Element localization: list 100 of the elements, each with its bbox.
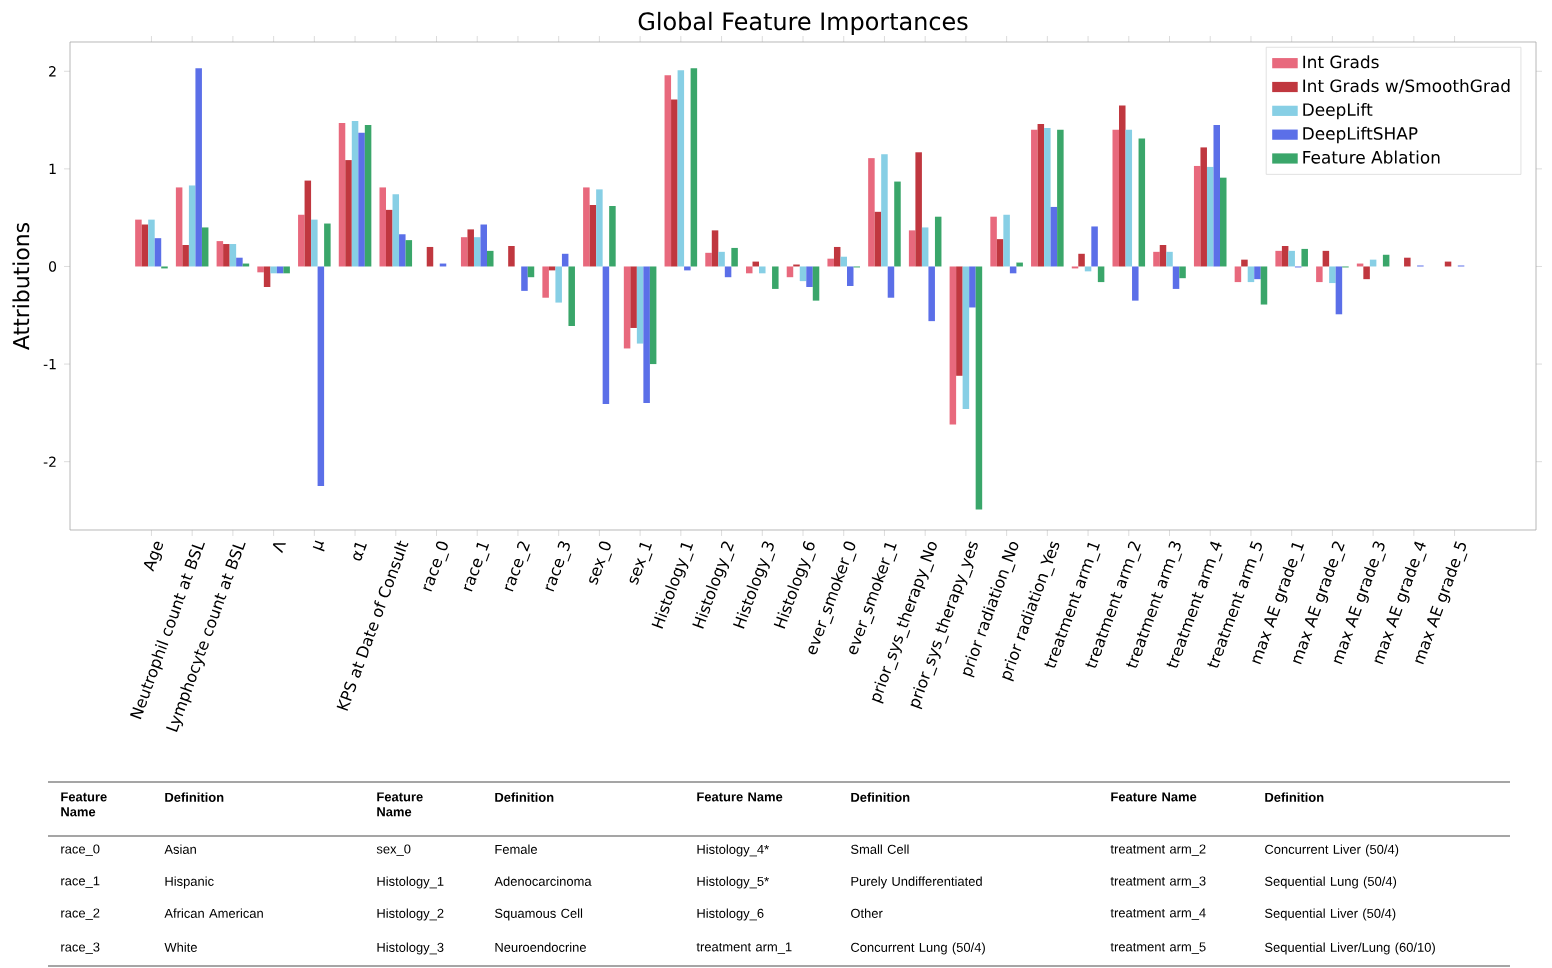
bar (833, 246, 841, 267)
legend-label: Feature Ablation (1303, 150, 1440, 164)
bar (602, 266, 610, 405)
bar (1057, 129, 1064, 267)
bar (154, 238, 162, 267)
bar (473, 237, 481, 267)
bar (812, 266, 820, 301)
bar (1037, 123, 1045, 267)
bar (1097, 266, 1105, 283)
bar (894, 181, 901, 267)
bar (690, 68, 698, 267)
bar (521, 266, 528, 291)
bar (1172, 266, 1180, 289)
bar (874, 211, 882, 267)
bar (949, 266, 957, 425)
bar (399, 234, 406, 267)
bar (1275, 250, 1282, 267)
legend-label: Int Grads w/SmoothGrad (1303, 79, 1510, 94)
bar (555, 266, 562, 303)
bar (338, 123, 346, 267)
bar (868, 158, 875, 267)
bar (718, 251, 725, 267)
bar (1200, 147, 1207, 267)
bar (1091, 226, 1098, 267)
bar (630, 266, 637, 328)
bar (1044, 127, 1051, 267)
bar (996, 239, 1004, 267)
bar (711, 230, 719, 267)
bar (1153, 251, 1160, 267)
bar (705, 252, 712, 267)
bar (216, 241, 224, 267)
bar (426, 246, 434, 267)
bar (1220, 177, 1227, 267)
bar (1009, 266, 1017, 274)
bar (1260, 266, 1268, 305)
bar (1281, 245, 1289, 267)
bar (915, 152, 922, 267)
bar (1301, 248, 1308, 267)
bar (223, 244, 230, 267)
bar (643, 266, 650, 404)
bar (1166, 251, 1173, 267)
bar (583, 187, 590, 267)
bar (671, 99, 678, 267)
bar (542, 266, 549, 298)
y-axis-title: Attributions (12, 222, 30, 350)
bar (351, 121, 359, 267)
bar (975, 266, 983, 510)
bar (276, 266, 284, 274)
bar (928, 266, 935, 322)
bar (1316, 266, 1323, 283)
bar (772, 266, 779, 289)
bar (263, 266, 271, 287)
bar (304, 180, 312, 267)
bar (887, 266, 895, 298)
bar (201, 227, 209, 267)
bar (345, 160, 352, 267)
bar (786, 266, 794, 278)
bar (182, 245, 189, 267)
bar (358, 132, 365, 267)
legend-label: DeepLiftSHAP (1303, 126, 1418, 144)
bar (1234, 266, 1242, 283)
bar (141, 224, 149, 267)
bar (1254, 266, 1261, 280)
bar (1288, 250, 1295, 267)
bar (379, 187, 387, 267)
bar (1363, 266, 1370, 280)
bar (1159, 245, 1167, 267)
bar (386, 209, 393, 267)
bar (1125, 129, 1133, 267)
bar (1179, 266, 1186, 279)
bar (596, 189, 603, 267)
bar (236, 257, 243, 267)
bar (1213, 124, 1220, 267)
bar (364, 124, 372, 267)
bar (270, 266, 277, 274)
legend-label: Int Grads (1303, 55, 1379, 69)
bar (1404, 257, 1411, 267)
bar (1119, 105, 1126, 267)
bar (677, 70, 685, 267)
bar (1329, 266, 1336, 284)
bar (990, 216, 997, 267)
bar (527, 266, 535, 278)
bar (846, 266, 854, 286)
bar (609, 205, 616, 267)
bar (283, 266, 290, 274)
bar (1078, 253, 1085, 267)
bar (664, 75, 672, 267)
bar (623, 266, 631, 349)
bar (589, 204, 597, 267)
bar (460, 237, 468, 267)
bar (392, 194, 400, 267)
bar (649, 266, 657, 365)
bar (921, 227, 929, 267)
bar (1084, 266, 1092, 272)
bar (568, 266, 575, 327)
bar (1247, 266, 1255, 283)
bar (799, 266, 807, 282)
bar (745, 266, 753, 274)
bar (724, 266, 732, 278)
bar (311, 219, 318, 267)
